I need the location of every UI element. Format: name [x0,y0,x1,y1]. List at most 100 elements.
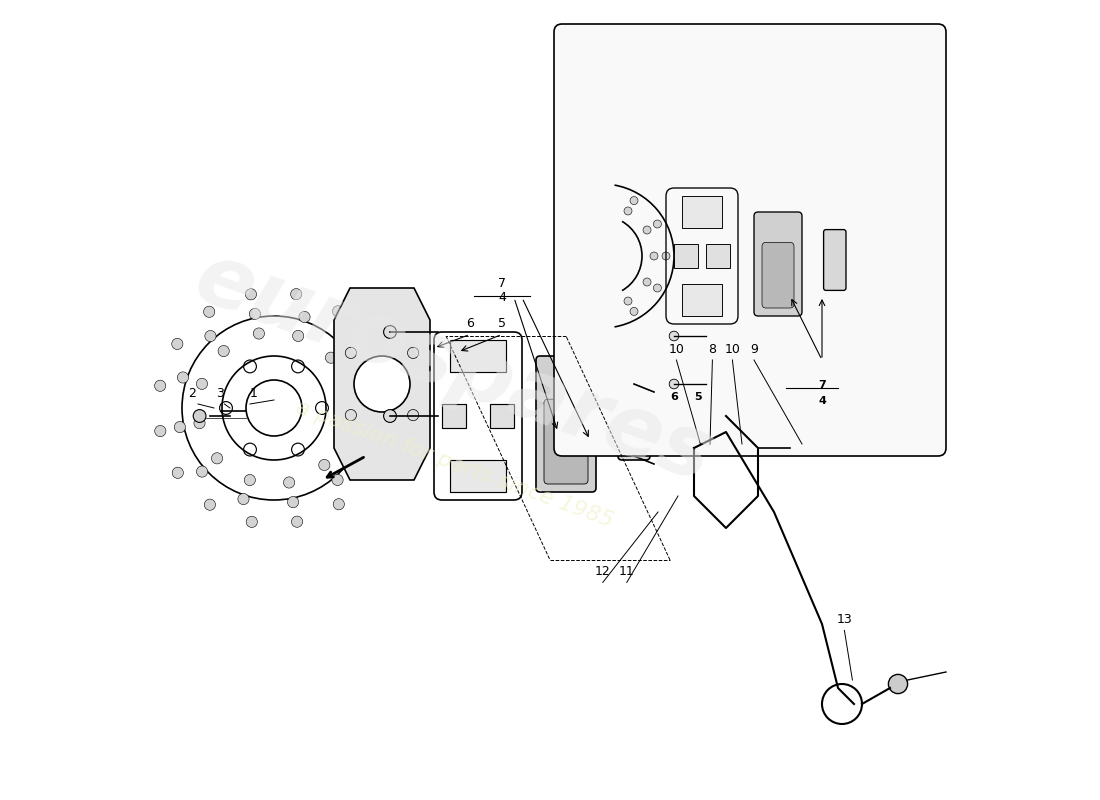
Circle shape [174,422,186,433]
Circle shape [205,330,216,342]
Circle shape [383,425,394,436]
Bar [442,404,466,428]
Circle shape [290,289,301,300]
Circle shape [407,410,419,421]
Bar [450,340,506,372]
Circle shape [630,307,638,315]
Circle shape [155,426,166,437]
Circle shape [630,197,638,205]
Text: 4: 4 [498,291,506,304]
FancyBboxPatch shape [536,356,596,492]
Circle shape [736,442,748,454]
Circle shape [354,356,410,412]
Circle shape [333,498,344,510]
Text: 8: 8 [708,343,716,356]
Circle shape [177,372,188,383]
Circle shape [211,453,222,464]
Bar [450,460,506,492]
Circle shape [341,426,352,438]
Bar [490,404,514,428]
Bar [682,284,722,316]
FancyBboxPatch shape [762,242,794,308]
Bar [674,244,698,268]
Text: 5: 5 [694,392,702,402]
Bar [706,244,730,268]
Circle shape [238,494,249,505]
Circle shape [340,339,352,350]
Circle shape [407,347,419,358]
Circle shape [287,497,299,508]
Circle shape [662,252,670,260]
Circle shape [246,516,257,527]
Circle shape [889,674,908,694]
Circle shape [245,289,256,300]
Polygon shape [334,288,430,480]
Text: 7: 7 [498,277,506,290]
Circle shape [653,284,661,292]
Circle shape [382,379,394,390]
Circle shape [154,380,166,391]
Circle shape [284,477,295,488]
Circle shape [253,328,264,339]
Text: 4: 4 [818,396,826,406]
Circle shape [384,326,396,338]
Circle shape [624,207,632,215]
Circle shape [669,331,679,341]
Circle shape [204,306,214,318]
Text: 11: 11 [619,565,635,578]
Circle shape [364,338,376,349]
Circle shape [669,379,679,389]
Circle shape [343,387,354,398]
Circle shape [345,347,356,358]
Circle shape [173,467,184,478]
Circle shape [688,442,701,454]
Circle shape [345,410,356,421]
FancyBboxPatch shape [618,380,650,460]
Text: 6: 6 [466,318,474,330]
Bar [790,444,810,452]
Circle shape [332,306,343,317]
Text: 1: 1 [250,387,257,400]
FancyBboxPatch shape [754,212,802,316]
Circle shape [218,346,229,357]
Circle shape [365,466,376,478]
Circle shape [624,297,632,305]
Text: 2: 2 [188,387,196,400]
Circle shape [244,474,255,486]
Circle shape [292,516,302,527]
Text: 7: 7 [818,380,826,390]
Bar [682,196,722,228]
Circle shape [194,418,205,429]
Text: 12: 12 [595,565,610,578]
Circle shape [299,311,310,322]
Text: 10: 10 [725,343,740,356]
Circle shape [332,474,343,486]
Text: 10: 10 [669,343,684,356]
Circle shape [196,378,208,390]
Text: 3: 3 [217,387,224,400]
Circle shape [197,466,208,477]
Circle shape [172,338,183,350]
Circle shape [319,459,330,470]
Circle shape [644,278,651,286]
Circle shape [650,252,658,260]
Circle shape [326,352,337,363]
Circle shape [644,226,651,234]
FancyBboxPatch shape [554,24,946,456]
Text: eurospares: eurospares [184,236,724,500]
Circle shape [250,308,261,319]
Text: a passion for parts since 1985: a passion for parts since 1985 [293,397,616,531]
Circle shape [701,442,712,454]
Text: 6: 6 [670,392,678,402]
Text: 13: 13 [836,613,852,626]
FancyBboxPatch shape [824,230,846,290]
FancyBboxPatch shape [544,399,588,484]
Circle shape [653,220,661,228]
Text: 9: 9 [750,343,758,356]
Circle shape [293,330,304,342]
Circle shape [205,499,216,510]
Circle shape [360,433,371,444]
Circle shape [194,410,206,422]
Circle shape [384,410,396,422]
Text: 5: 5 [498,318,506,330]
